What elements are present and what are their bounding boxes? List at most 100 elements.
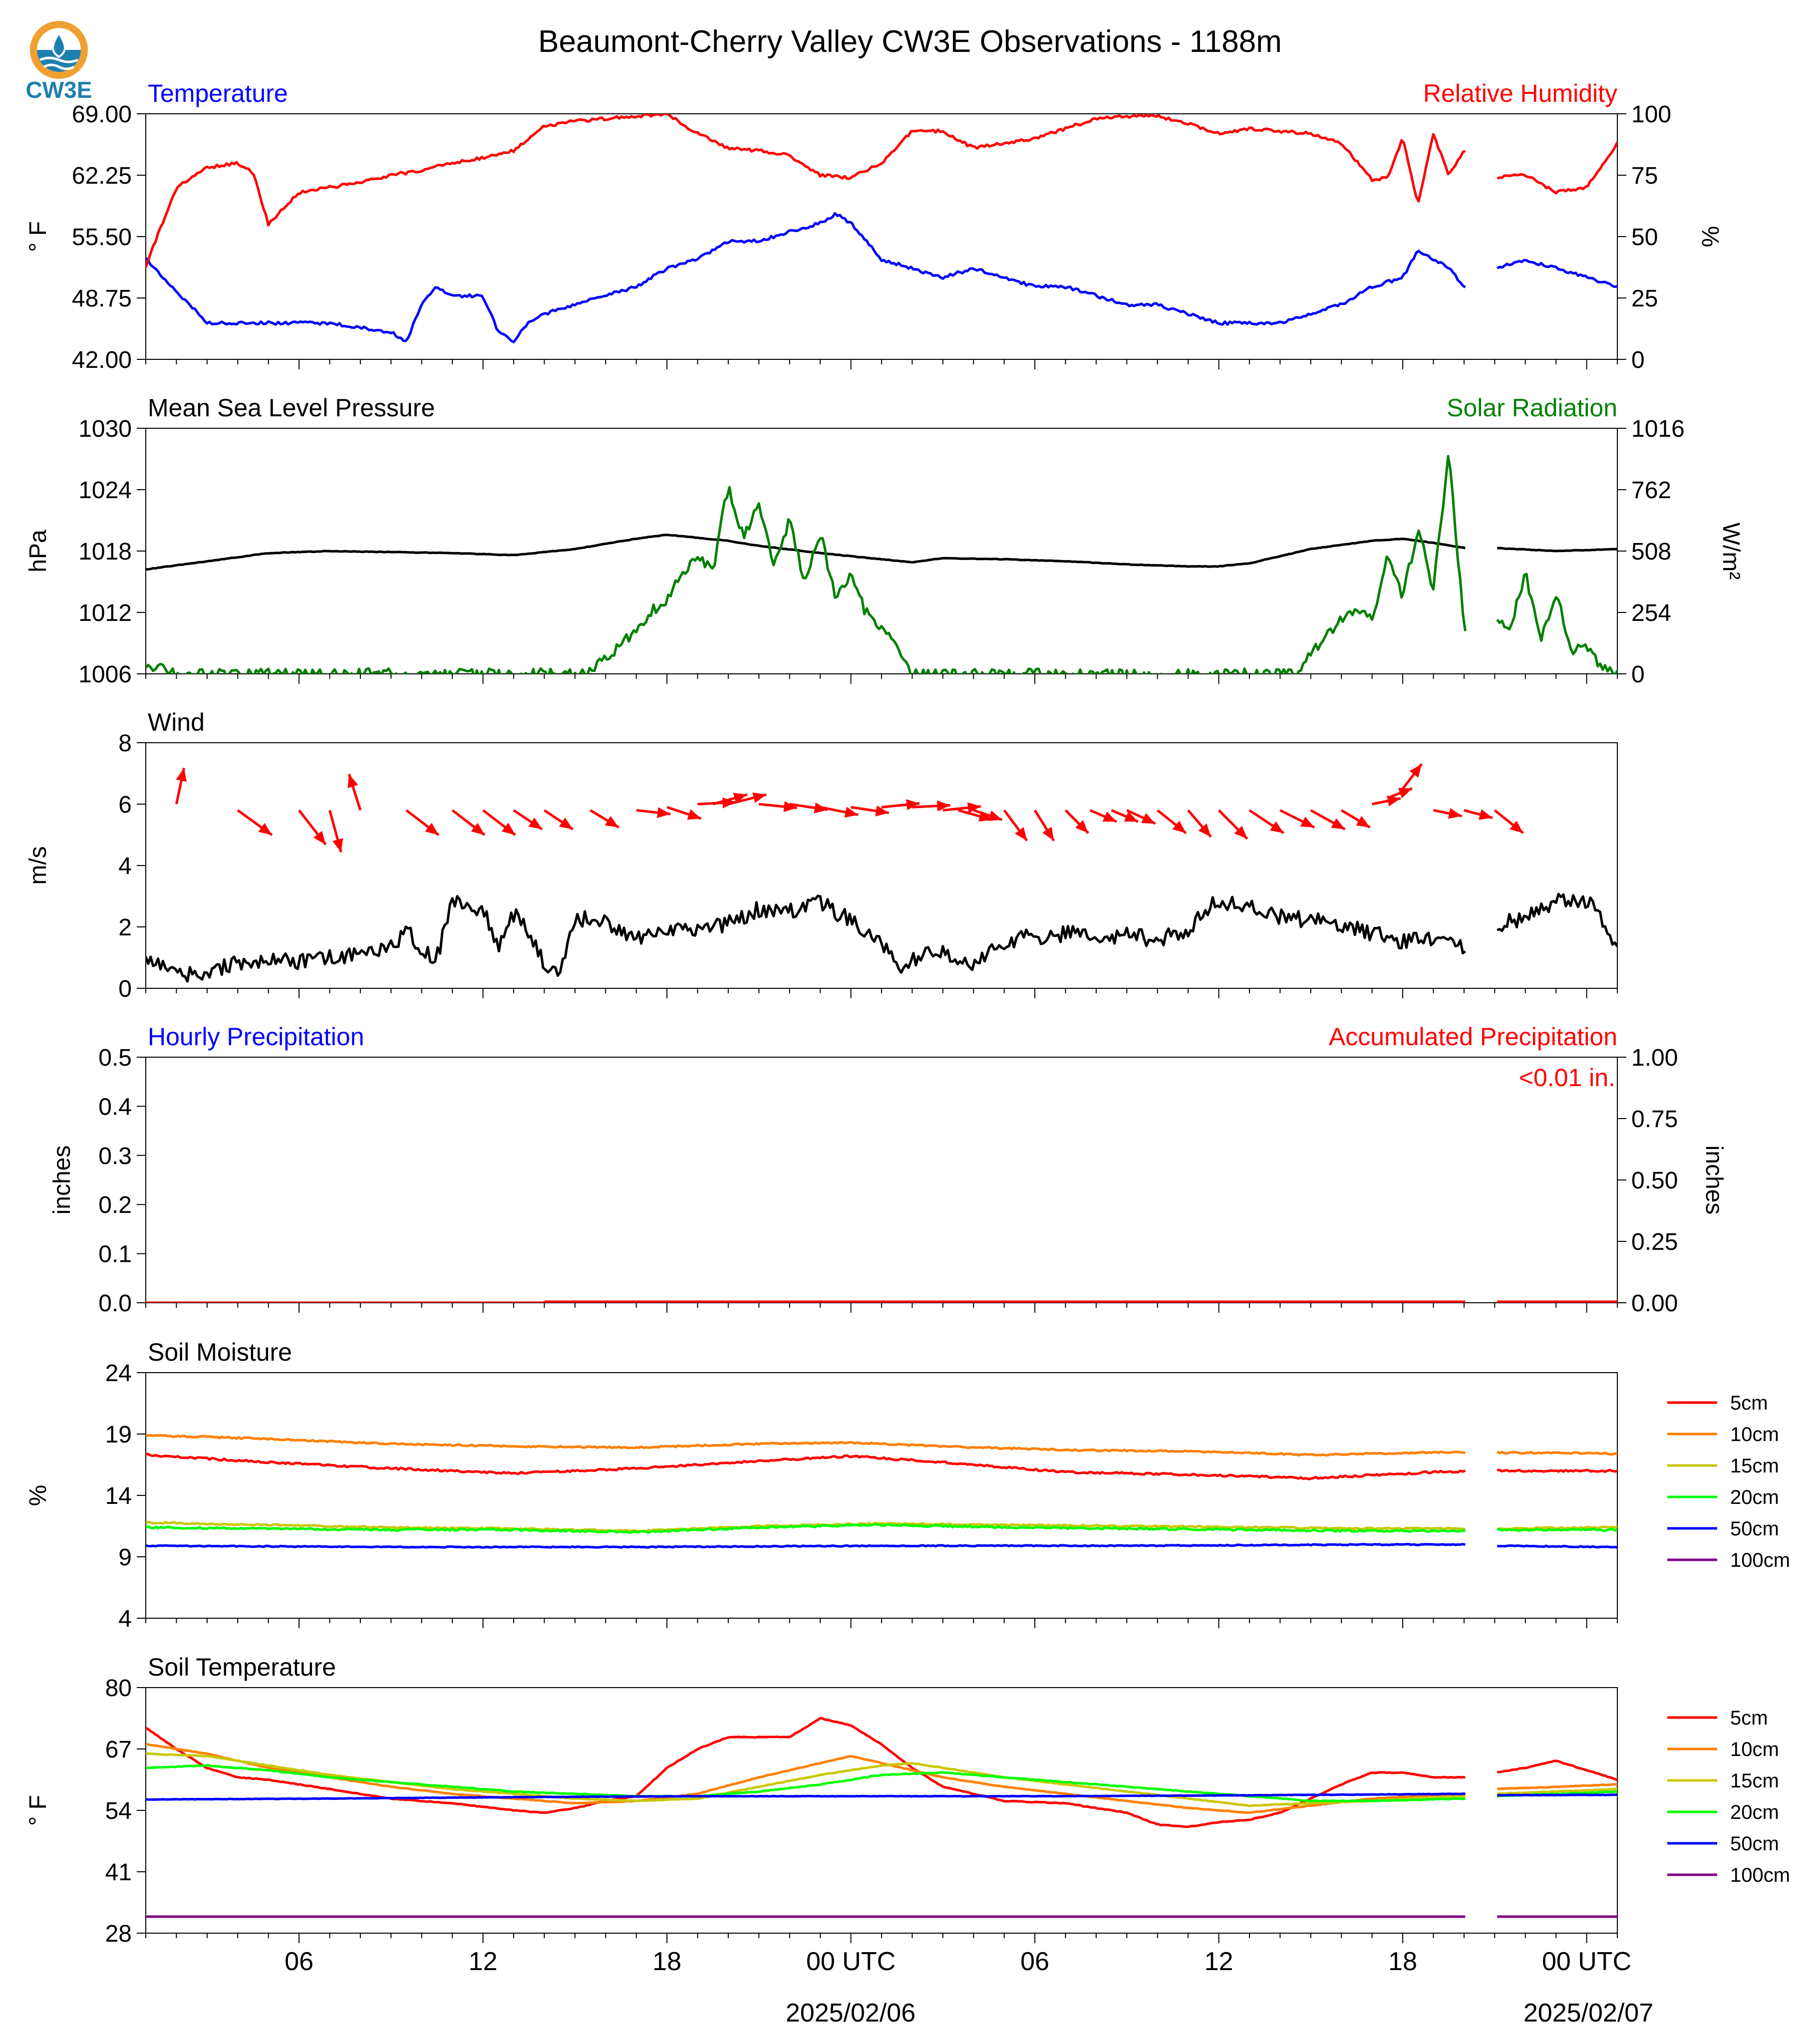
y-tick-label-left: 0.5 [98, 1045, 132, 1071]
series-10cm-line [146, 1742, 1617, 1814]
y-tick-label-left: 6 [118, 792, 132, 818]
wind-arrow [1402, 763, 1423, 790]
legend-label-5cm: 5cm [1730, 1392, 1768, 1414]
soil-moisture-series-group [146, 1434, 1617, 1549]
y-tick-label-left: 48.75 [72, 286, 132, 312]
panel-soil-temperature: Soil Temperature 06 12 18 00 UTC 06 12 18 00 UTC… [25, 1653, 1790, 1976]
wind-arrow [942, 802, 981, 814]
wind-arrow-head [1014, 827, 1027, 841]
temperature-title-right: Relative Humidity [1423, 79, 1617, 107]
legend-label-15cm: 15cm [1730, 1455, 1779, 1477]
legend-label-5cm: 5cm [1730, 1707, 1768, 1729]
y-tick-label-right: 508 [1631, 539, 1671, 565]
wind-arrow-head [1102, 811, 1117, 822]
y-tick-label-left: 0.1 [98, 1241, 132, 1268]
series-wind-speed-line [146, 892, 1617, 983]
wind-arrow-head [1269, 821, 1284, 834]
y-tick-label-left: 28 [105, 1921, 132, 1947]
wind-arrow-head [1124, 811, 1138, 822]
series-relative-humidity-line [146, 114, 1617, 268]
y-tick-label-left: 1006 [78, 661, 132, 688]
wind-arrow [1033, 809, 1055, 842]
pressure-ylabel-left: hPa [25, 530, 51, 573]
y-tick-label-right: 0.75 [1631, 1106, 1678, 1133]
panel-pressure: Mean Sea Level Pressure Solar Radiation 10… [25, 394, 1744, 688]
y-tick-label-left: 24 [105, 1360, 132, 1387]
wind-arrows [175, 763, 1524, 853]
wind-arrow [513, 809, 543, 831]
panel-precipitation: Hourly Precipitation Accumulated Precipit… [49, 1023, 1727, 1317]
y-tick-label-right: 254 [1631, 600, 1671, 626]
pressure-series-group [146, 455, 1617, 674]
wind-arrow-head [501, 823, 516, 835]
legend-label-100cm: 100cm [1730, 1549, 1790, 1571]
legend-label-15cm: 15cm [1730, 1770, 1779, 1792]
wind-arrow [328, 810, 343, 853]
wind-arrow-head [988, 810, 1002, 821]
wind-arrow [759, 801, 797, 812]
wind-arrow [1111, 809, 1139, 823]
pressure-ylabel-right: W/m² [1718, 523, 1744, 580]
wind-arrow [590, 809, 619, 829]
y-tick-label-left: 80 [105, 1675, 132, 1702]
wind-arrow [405, 809, 440, 836]
temperature-ylabel-right: % [1697, 226, 1723, 248]
wind-arrow [973, 809, 1003, 821]
wind-arrow-head [1075, 820, 1089, 834]
wind-arrow [347, 774, 362, 811]
y-tick-label-left: 4 [118, 1606, 132, 1632]
precipitation-title-right: Accumulated Precipitation [1329, 1023, 1617, 1051]
y-tick-label-left: 1024 [78, 477, 132, 504]
y-tick-label-right: 25 [1631, 286, 1658, 312]
wind-arrow-head [425, 823, 439, 835]
precipitation-title-left: Hourly Precipitation [148, 1023, 364, 1051]
wind-arrow [1340, 809, 1371, 829]
wind-title-left: Wind [148, 708, 205, 736]
y-tick-label-left: 9 [118, 1544, 132, 1571]
wind-arrow-head [657, 807, 671, 818]
legend-label-50cm: 50cm [1730, 1833, 1779, 1855]
wind-arrow-head [1172, 821, 1186, 834]
panel-soil-moisture: Soil Moisture 4 9 14 19 24% 5cm 10cm 15cm 20cm 50c… [25, 1338, 1790, 1632]
wind-arrow-head [937, 800, 950, 812]
wind-arrow-head [1409, 764, 1422, 778]
wind-arrow [1279, 809, 1315, 829]
temperature-series-group [146, 114, 1617, 343]
series-temperature-line [146, 212, 1617, 343]
wind-arrow [820, 806, 859, 818]
y-tick-label-right: 50 [1631, 224, 1658, 251]
wind-arrow-head [844, 807, 859, 818]
wind-arrow-head [1479, 809, 1493, 820]
wind-arrow-head [906, 799, 920, 811]
soil-moisture-ylabel-left: % [25, 1485, 51, 1506]
wind-arrow [1089, 809, 1117, 823]
wind-arrow-head [1448, 808, 1462, 819]
y-tick-label-right: 75 [1631, 163, 1658, 189]
x-tick-label-06: 06 [1020, 1947, 1049, 1976]
y-tick-label-left: 54 [105, 1798, 132, 1824]
wind-arrow [1372, 795, 1401, 807]
y-tick-label-left: 0.0 [98, 1290, 132, 1317]
wind-arrow-head [1234, 826, 1247, 839]
wind-arrow [1003, 809, 1028, 842]
wind-arrow-head [1356, 816, 1370, 828]
soil-moisture-legend: 5cm 10cm 15cm 20cm 50cm 100cm [1667, 1392, 1790, 1571]
wind-arrow [712, 793, 748, 806]
series-5cm-line [146, 1452, 1617, 1480]
wind-arrow-head [967, 802, 981, 814]
y-tick-label-right: 0.25 [1631, 1229, 1678, 1255]
y-tick-label-right: 0 [1631, 661, 1645, 688]
y-tick-label-left: 1018 [78, 539, 132, 565]
y-tick-label-left: 55.50 [72, 224, 132, 251]
wind-arrow [1433, 808, 1463, 819]
y-tick-label-left: 14 [105, 1483, 132, 1509]
wind-arrow [1464, 809, 1493, 820]
y-tick-label-left: 67 [105, 1737, 132, 1763]
y-tick-label-left: 8 [118, 730, 132, 757]
y-tick-label-left: 62.25 [72, 163, 132, 189]
soil-temperature-ylabel-left: ° F [25, 1795, 51, 1826]
wind-arrow [1310, 809, 1346, 831]
cw3e-logo-icon [30, 21, 88, 79]
figure-title: Beaumont-Cherry Valley CW3E Observations… [538, 24, 1282, 59]
